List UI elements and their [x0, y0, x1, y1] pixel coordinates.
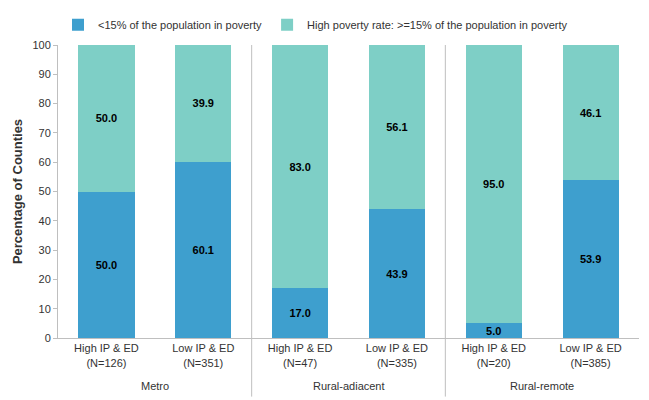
svg-text:High IP & ED(N=47): High IP & ED(N=47) — [268, 342, 333, 368]
svg-text:90: 90 — [39, 68, 51, 80]
svg-text:5.0: 5.0 — [486, 325, 501, 337]
svg-text:High IP & ED(N=20): High IP & ED(N=20) — [461, 342, 526, 368]
svg-text:Low IP & ED(N=351): Low IP & ED(N=351) — [172, 342, 234, 368]
svg-text:60: 60 — [39, 156, 51, 168]
svg-text:95.0: 95.0 — [483, 178, 504, 190]
svg-text:43.9: 43.9 — [386, 268, 407, 280]
svg-text:50: 50 — [39, 185, 51, 197]
svg-text:Low IP & ED(N=385): Low IP & ED(N=385) — [559, 342, 621, 368]
svg-text:80: 80 — [39, 97, 51, 109]
svg-text:Rural-remote: Rural-remote — [510, 380, 574, 392]
svg-text:0: 0 — [45, 332, 51, 344]
svg-text:56.1: 56.1 — [386, 121, 407, 133]
svg-text:High poverty rate: >=15% of th: High poverty rate: >=15% of the populati… — [307, 19, 567, 31]
svg-text:10: 10 — [39, 303, 51, 315]
svg-text:70: 70 — [39, 127, 51, 139]
svg-text:High IP & ED(N=126): High IP & ED(N=126) — [74, 342, 139, 368]
svg-text:17.0: 17.0 — [289, 307, 310, 319]
svg-text:Rural-adiacent: Rural-adiacent — [313, 380, 385, 392]
svg-text:100: 100 — [32, 39, 50, 51]
svg-text:60.1: 60.1 — [193, 244, 214, 256]
svg-text:20: 20 — [39, 273, 51, 285]
svg-text:Percentage of Counties: Percentage of Counties — [10, 119, 25, 264]
svg-text:50.0: 50.0 — [96, 112, 117, 124]
svg-text:83.0: 83.0 — [289, 161, 310, 173]
svg-text:Low IP & ED(N=335): Low IP & ED(N=335) — [366, 342, 428, 368]
svg-text:53.9: 53.9 — [580, 253, 601, 265]
svg-text:40: 40 — [39, 215, 51, 227]
svg-text:46.1: 46.1 — [580, 107, 601, 119]
svg-text:<15% of the population in pove: <15% of the population in poverty — [98, 19, 262, 31]
svg-text:30: 30 — [39, 244, 51, 256]
svg-text:39.9: 39.9 — [193, 97, 214, 109]
svg-text:50.0: 50.0 — [96, 259, 117, 271]
svg-text:Metro: Metro — [141, 380, 169, 392]
